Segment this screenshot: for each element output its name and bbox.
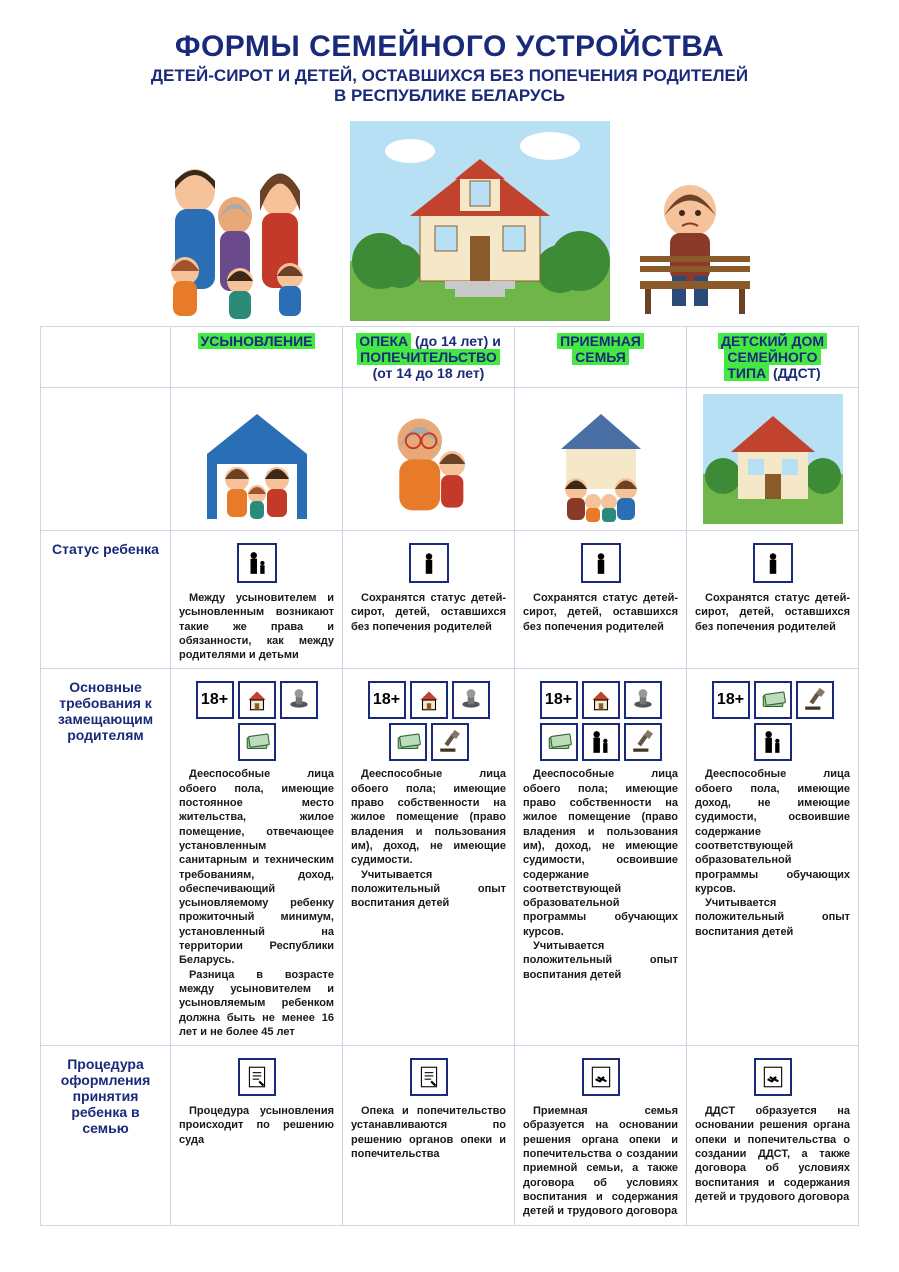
family-illustration xyxy=(140,141,340,321)
18+-icon: 18+ xyxy=(540,681,578,719)
title-sub2: В РЕСПУБЛИКЕ БЕЛАРУСЬ xyxy=(40,86,859,106)
corner-empty xyxy=(41,327,171,388)
cell-req-1: 18+ Дееспособные лица обоего пола; имеющ… xyxy=(343,669,515,1046)
sad-boy-illustration xyxy=(620,171,760,321)
doc-icon xyxy=(238,1058,276,1096)
proc-icon-1 xyxy=(351,1058,506,1096)
req-icons-1: 18+ xyxy=(351,681,506,761)
req-text-3: Дееспособные лица обоего пола, имеющие д… xyxy=(695,767,850,939)
proc-icon-2 xyxy=(523,1058,678,1096)
handshake-icon xyxy=(754,1058,792,1096)
illus-custody xyxy=(343,388,515,531)
house-icon xyxy=(238,681,276,719)
comparison-table: УСЫНОВЛЕНИЕ ОПЕКА (до 14 лет) и ПОПЕЧИТЕ… xyxy=(40,326,859,1226)
col-head-adoption: УСЫНОВЛЕНИЕ xyxy=(171,327,343,388)
cell-proc-0: Процедура усыновления происходит по реше… xyxy=(171,1046,343,1225)
row-label-req: Основные требования к замещающим родител… xyxy=(41,669,171,1046)
18+-icon: 18+ xyxy=(368,681,406,719)
req-icons-3: 18+ xyxy=(695,681,850,761)
req-text-0: Дееспособные лица обоего пола, имеющие п… xyxy=(179,767,334,1039)
parent-child-icon xyxy=(237,543,277,583)
proc-text-3: ДДСТ образуется на основании решения орг… xyxy=(695,1104,850,1204)
cell-proc-3: ДДСТ образуется на основании решения орг… xyxy=(687,1046,859,1225)
proc-text-1: Опека и попечительство устанавливаются п… xyxy=(351,1104,506,1161)
cell-status-3: Сохранятся статус детей-сирот, детей, ос… xyxy=(687,531,859,669)
col-head-custody: ОПЕКА (до 14 лет) и ПОПЕЧИТЕЛЬСТВО (от 1… xyxy=(343,327,515,388)
cell-status-2: Сохранятся статус детей-сирот, детей, ос… xyxy=(515,531,687,669)
gavel-icon xyxy=(796,681,834,719)
gavel-icon xyxy=(431,723,469,761)
money-icon xyxy=(754,681,792,719)
illus-ddst xyxy=(687,388,859,531)
doc-icon xyxy=(410,1058,448,1096)
18+-icon: 18+ xyxy=(712,681,750,719)
person-icon xyxy=(753,543,793,583)
person-icon xyxy=(581,543,621,583)
hero-illustration xyxy=(40,121,859,321)
stamp-icon xyxy=(624,681,662,719)
cell-req-0: 18+ Дееспособные лица обоего пола, имеющ… xyxy=(171,669,343,1046)
person-icon xyxy=(409,543,449,583)
row-label-status: Статус ребенка xyxy=(41,531,171,669)
house-illustration xyxy=(350,121,610,321)
title-sub1: ДЕТЕЙ-СИРОТ И ДЕТЕЙ, ОСТАВШИХСЯ БЕЗ ПОПЕ… xyxy=(40,66,859,86)
cell-status-1: Сохранятся статус детей-сирот, детей, ос… xyxy=(343,531,515,669)
people-icon xyxy=(582,723,620,761)
status-text-3: Сохранятся статус детей-сирот, детей, ос… xyxy=(695,591,850,634)
house-icon xyxy=(582,681,620,719)
gavel-icon xyxy=(624,723,662,761)
title-block: ФОРМЫ СЕМЕЙНОГО УСТРОЙСТВА ДЕТЕЙ-СИРОТ И… xyxy=(40,30,859,106)
title-main: ФОРМЫ СЕМЕЙНОГО УСТРОЙСТВА xyxy=(40,30,859,64)
cell-status-0: Между усыновителем и усыновленным возник… xyxy=(171,531,343,669)
status-text-1: Сохранятся статус детей-сирот, детей, ос… xyxy=(351,591,506,634)
18+-icon: 18+ xyxy=(196,681,234,719)
cell-req-2: 18+ Дееспособные лица обоего пола; имеющ… xyxy=(515,669,687,1046)
stamp-icon xyxy=(280,681,318,719)
illus-adoption xyxy=(171,388,343,531)
people-icon xyxy=(754,723,792,761)
proc-text-2: Приемная семья образуется на основании р… xyxy=(523,1104,678,1218)
col-head-ddst: ДЕТСКИЙ ДОМ СЕМЕЙНОГО ТИПА (ДДСТ) xyxy=(687,327,859,388)
house-icon xyxy=(410,681,448,719)
status-text-0: Между усыновителем и усыновленным возник… xyxy=(179,591,334,662)
col-head-foster: ПРИЕМНАЯ СЕМЬЯ xyxy=(515,327,687,388)
proc-icon-3 xyxy=(695,1058,850,1096)
req-icons-2: 18+ xyxy=(523,681,678,761)
money-icon xyxy=(238,723,276,761)
money-icon xyxy=(389,723,427,761)
cell-proc-2: Приемная семья образуется на основании р… xyxy=(515,1046,687,1225)
req-icons-0: 18+ xyxy=(179,681,334,761)
cell-req-3: 18+ Дееспособные лица обоего пола, имеющ… xyxy=(687,669,859,1046)
illus-foster xyxy=(515,388,687,531)
status-text-2: Сохранятся статус детей-сирот, детей, ос… xyxy=(523,591,678,634)
stamp-icon xyxy=(452,681,490,719)
illus-row-label xyxy=(41,388,171,531)
req-text-1: Дееспособные лица обоего пола; имеющие п… xyxy=(351,767,506,910)
row-label-proc: Процедура оформления принятия ребенка в … xyxy=(41,1046,171,1225)
money-icon xyxy=(540,723,578,761)
req-text-2: Дееспособные лица обоего пола; имеющие п… xyxy=(523,767,678,981)
proc-text-0: Процедура усыновления происходит по реше… xyxy=(179,1104,334,1147)
cell-proc-1: Опека и попечительство устанавливаются п… xyxy=(343,1046,515,1225)
proc-icon-0 xyxy=(179,1058,334,1096)
handshake-icon xyxy=(582,1058,620,1096)
